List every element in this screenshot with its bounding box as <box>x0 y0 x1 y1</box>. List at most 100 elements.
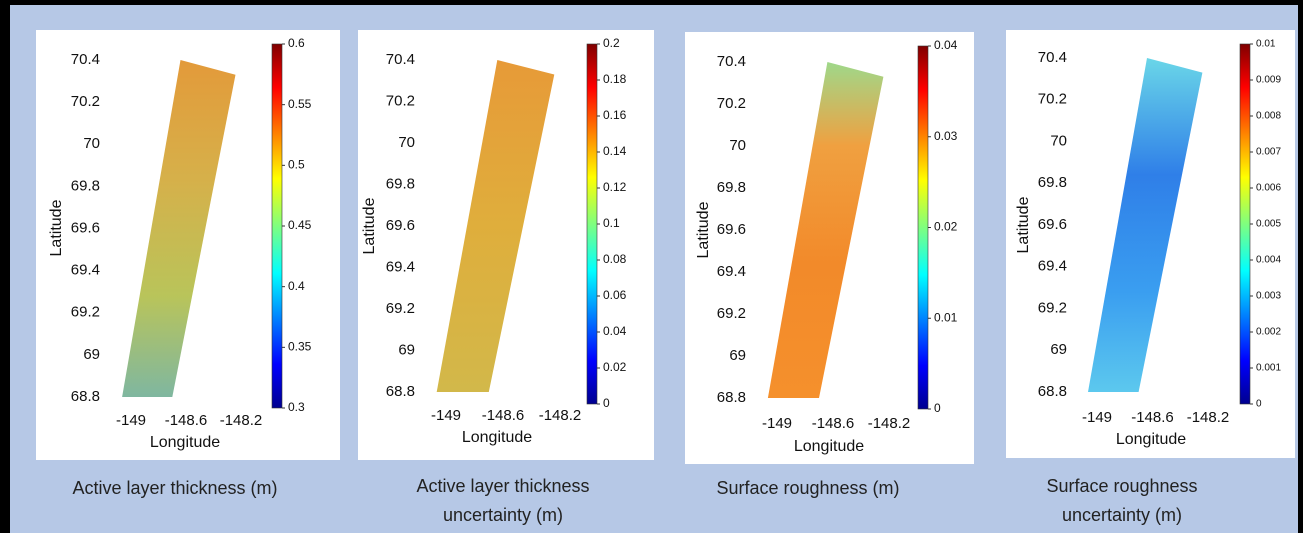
colorbar-tick-label: 0.02 <box>603 360 627 374</box>
y-tick-label: 70 <box>729 137 746 154</box>
y-tick-label: 70.2 <box>1038 91 1067 108</box>
colorbar-tick-label: 0.16 <box>603 108 627 122</box>
y-tick-label: 69.6 <box>71 219 100 236</box>
x-tick-label: -148.6 <box>482 407 525 424</box>
colorbar-tick-label: 0.009 <box>1256 75 1281 86</box>
y-tick-label: 69.2 <box>717 305 746 322</box>
colorbar-tick-label: 0.55 <box>288 97 312 111</box>
y-tick-label: 69.4 <box>1038 258 1067 275</box>
x-axis-label: Longitude <box>462 429 532 446</box>
y-tick-label: 70.4 <box>71 51 100 68</box>
colorbar-tick-label: 0.008 <box>1256 111 1281 122</box>
colorbar-tick-label: 0.5 <box>288 158 305 172</box>
y-tick-label: 70.2 <box>386 92 415 109</box>
x-tick-label: -148.6 <box>1131 409 1174 426</box>
colorbar-tick-label: 0.04 <box>934 38 958 52</box>
x-tick-label: -149 <box>116 412 146 429</box>
x-axis-label: Longitude <box>1116 431 1186 448</box>
x-tick-label: -148.6 <box>165 412 208 429</box>
colorbar-tick-label: 0.003 <box>1256 291 1281 302</box>
y-tick-label: 69.4 <box>717 263 746 280</box>
y-tick-label: 70.4 <box>386 51 415 68</box>
y-axis-label: Latitude <box>48 199 65 256</box>
x-tick-label: -149 <box>431 407 461 424</box>
y-tick-label: 69 <box>1050 341 1067 358</box>
y-tick-label: 69.8 <box>1038 174 1067 191</box>
x-axis-label: Longitude <box>794 438 864 455</box>
colorbar-tick-label: 0.005 <box>1256 219 1281 230</box>
y-tick-label: 70.2 <box>717 95 746 112</box>
map-swath <box>767 62 884 398</box>
caption: Active layer thickness (m) <box>72 478 277 498</box>
colorbar-tick-label: 0.01 <box>1256 39 1276 50</box>
y-tick-label: 70 <box>1050 132 1067 149</box>
y-axis-label: Latitude <box>1015 196 1032 253</box>
y-tick-label: 69.4 <box>71 262 100 279</box>
y-tick-label: 69.6 <box>386 217 415 234</box>
x-tick-label: -148.2 <box>1187 409 1230 426</box>
y-tick-label: 69.8 <box>717 179 746 196</box>
y-tick-label: 69 <box>398 341 415 358</box>
colorbar-tick-label: 0.06 <box>603 288 627 302</box>
y-tick-label: 69.8 <box>71 177 100 194</box>
colorbar-tick-label: 0.02 <box>934 220 958 234</box>
caption: Surface roughness <box>1046 476 1197 496</box>
colorbar-tick-label: 0.4 <box>288 279 305 293</box>
colorbar <box>917 45 929 410</box>
y-tick-label: 69.6 <box>717 221 746 238</box>
y-tick-label: 68.8 <box>71 388 100 405</box>
x-tick-label: -149 <box>1082 409 1112 426</box>
map-swath <box>1088 58 1203 392</box>
colorbar-tick-label: 0.2 <box>603 36 620 50</box>
y-tick-label: 69.4 <box>386 258 415 275</box>
y-tick-label: 70.2 <box>71 93 100 110</box>
y-tick-label: 69 <box>83 346 100 363</box>
colorbar-tick-label: 0.45 <box>288 218 312 232</box>
y-axis-label: Latitude <box>695 201 712 258</box>
x-axis-label: Longitude <box>150 434 220 451</box>
colorbar-tick-label: 0.6 <box>288 36 305 50</box>
colorbar-tick-label: 0 <box>934 401 941 415</box>
caption: uncertainty (m) <box>1062 505 1182 525</box>
y-tick-label: 69.2 <box>386 300 415 317</box>
colorbar-tick-label: 0.001 <box>1256 363 1281 374</box>
caption: uncertainty (m) <box>443 505 563 525</box>
y-tick-label: 68.8 <box>717 389 746 406</box>
y-axis-label: Latitude <box>361 197 378 254</box>
colorbar <box>1239 43 1251 405</box>
y-tick-label: 70.4 <box>717 53 746 70</box>
colorbar <box>586 43 598 405</box>
colorbar-tick-label: 0.006 <box>1256 183 1281 194</box>
y-tick-label: 70.4 <box>1038 49 1067 66</box>
colorbar-tick-label: 0.007 <box>1256 147 1281 158</box>
y-tick-label: 70 <box>398 134 415 151</box>
caption: Active layer thickness <box>416 476 589 496</box>
colorbar-tick-label: 0 <box>603 396 610 410</box>
x-tick-label: -148.6 <box>812 415 855 432</box>
map-swath <box>436 60 555 392</box>
y-tick-label: 68.8 <box>386 383 415 400</box>
colorbar-tick-label: 0.002 <box>1256 327 1281 338</box>
colorbar-tick-label: 0.04 <box>603 324 627 338</box>
colorbar-tick-label: 0.004 <box>1256 255 1281 266</box>
colorbar-tick-label: 0.08 <box>603 252 627 266</box>
colorbar-tick-label: 0.18 <box>603 72 627 86</box>
colorbar-tick-label: 0.12 <box>603 180 627 194</box>
colorbar-tick-label: 0.01 <box>934 310 958 324</box>
y-tick-label: 69.2 <box>71 304 100 321</box>
colorbar-tick-label: 0.3 <box>288 400 305 414</box>
colorbar-tick-label: 0.35 <box>288 340 312 354</box>
y-tick-label: 69.2 <box>1038 299 1067 316</box>
caption: Surface roughness (m) <box>716 478 899 498</box>
colorbar-tick-label: 0.14 <box>603 144 627 158</box>
y-tick-label: 69 <box>729 347 746 364</box>
y-tick-label: 69.8 <box>386 175 415 192</box>
x-tick-label: -148.2 <box>868 415 911 432</box>
colorbar <box>271 43 283 409</box>
x-tick-label: -149 <box>762 415 792 432</box>
y-tick-label: 70 <box>83 135 100 152</box>
y-tick-label: 69.6 <box>1038 216 1067 233</box>
map-swath <box>122 60 236 397</box>
y-tick-label: 68.8 <box>1038 383 1067 400</box>
